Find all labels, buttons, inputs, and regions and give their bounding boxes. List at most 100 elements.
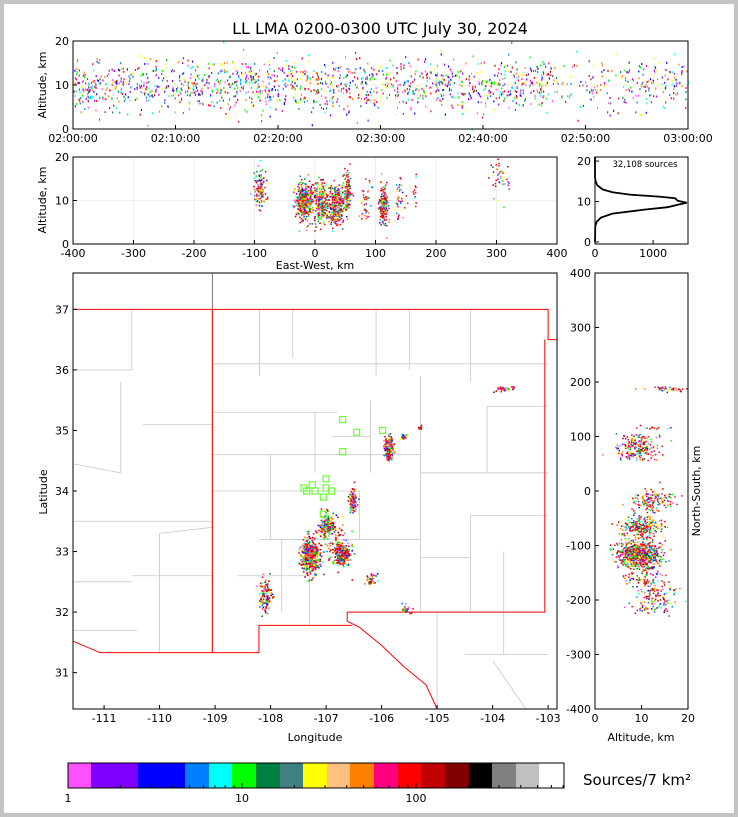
ew-source-point [325, 213, 328, 215]
ew-source-point [362, 194, 365, 196]
map-source-point [405, 609, 407, 612]
ew-source-point [414, 197, 416, 199]
ew-source-point [312, 193, 314, 195]
time-source-point [381, 83, 383, 86]
time-source-point [187, 84, 189, 87]
time-source-point [128, 75, 130, 78]
ew-source-point [322, 215, 325, 217]
ew-source-point [381, 186, 383, 189]
map-source-point [306, 554, 308, 557]
time-source-point [469, 82, 471, 85]
ew-source-point [329, 190, 332, 193]
time-source-point [232, 62, 234, 65]
ew-source-point [361, 213, 364, 215]
map-source-point [386, 455, 389, 458]
time-source-point [449, 68, 451, 71]
ew-source-point [382, 186, 384, 188]
time-source-point [476, 112, 478, 115]
map-source-point [329, 545, 332, 547]
ew-source-point [382, 211, 384, 213]
ew-source-point [406, 202, 409, 204]
time-source-point [190, 67, 192, 70]
time-source-point [369, 91, 371, 94]
ew-source-point [335, 193, 338, 196]
ew-source-point [299, 184, 302, 187]
ew-source-point [302, 194, 304, 197]
map-source-point [333, 546, 336, 549]
ew-source-point [319, 204, 321, 206]
time-source-point [194, 69, 197, 72]
time-source-point [541, 78, 543, 81]
map-source-point [319, 544, 322, 547]
map-source-point [259, 606, 261, 608]
time-source-point [96, 93, 98, 96]
time-source-point [315, 100, 317, 103]
ew-source-point [321, 184, 323, 186]
time-source-point [547, 73, 549, 76]
ew-source-point [361, 190, 364, 192]
time-source-point [251, 79, 253, 82]
ew-source-point [382, 194, 384, 196]
time-source-point [271, 73, 273, 76]
map-source-point [352, 511, 354, 514]
time-source-point [248, 70, 250, 73]
ew-source-point [299, 216, 301, 218]
map-source-point [385, 441, 387, 444]
ew-source-point [304, 186, 307, 188]
ew-source-point [262, 190, 264, 192]
time-source-point [499, 94, 501, 97]
time-source-point [502, 84, 504, 87]
map-source-point [385, 439, 387, 442]
map-source-point [347, 495, 350, 498]
time-source-point [175, 89, 178, 92]
ew-source-point [328, 213, 331, 216]
ew-source-point [266, 196, 269, 199]
time-source-point [224, 71, 226, 74]
ew-source-point [349, 192, 351, 195]
ew-source-point [308, 213, 310, 216]
ew-source-point [347, 187, 349, 189]
ew-source-point [386, 181, 388, 184]
ew-source-point [396, 188, 399, 190]
time-source-point [144, 93, 146, 96]
map-source-point [339, 563, 342, 566]
ew-source-point [501, 180, 504, 182]
ew-source-point [298, 201, 300, 203]
time-source-point [360, 97, 363, 100]
time-source-point [300, 78, 302, 81]
time-source-point [81, 81, 83, 84]
map-source-point [305, 543, 308, 545]
ew-source-point [311, 192, 314, 194]
time-source-point [641, 63, 643, 66]
ew-source-point [337, 196, 339, 199]
time-source-point [171, 69, 173, 72]
map-source-point [319, 554, 321, 556]
ew-source-point [304, 213, 306, 215]
time-source-point [489, 91, 492, 94]
time-source-point [77, 58, 79, 61]
ew-source-point [348, 183, 350, 185]
map-source-point [406, 435, 408, 438]
map-source-point [389, 441, 392, 444]
ew-source-point [325, 203, 327, 205]
ew-source-point [396, 199, 399, 201]
ew-source-point [303, 210, 305, 212]
ew-source-point [301, 195, 304, 198]
map-source-point [324, 534, 326, 537]
ew-source-point [333, 219, 336, 221]
ew-source-point [393, 208, 396, 211]
time-source-point [500, 73, 502, 76]
source-count: 32,108 sources [612, 160, 678, 170]
time-source-point [397, 95, 399, 98]
ew-source-point [345, 209, 347, 211]
ew-source-point [334, 218, 336, 221]
time-source-point [448, 80, 450, 83]
time-source-point [85, 82, 87, 85]
map-source-point [391, 457, 394, 460]
map-source-point [332, 512, 335, 515]
ew-source-point [315, 210, 317, 212]
time-source-point [524, 99, 526, 102]
map-source-point [335, 528, 337, 530]
ew-source-point [383, 202, 385, 204]
time-source-point [403, 64, 405, 67]
